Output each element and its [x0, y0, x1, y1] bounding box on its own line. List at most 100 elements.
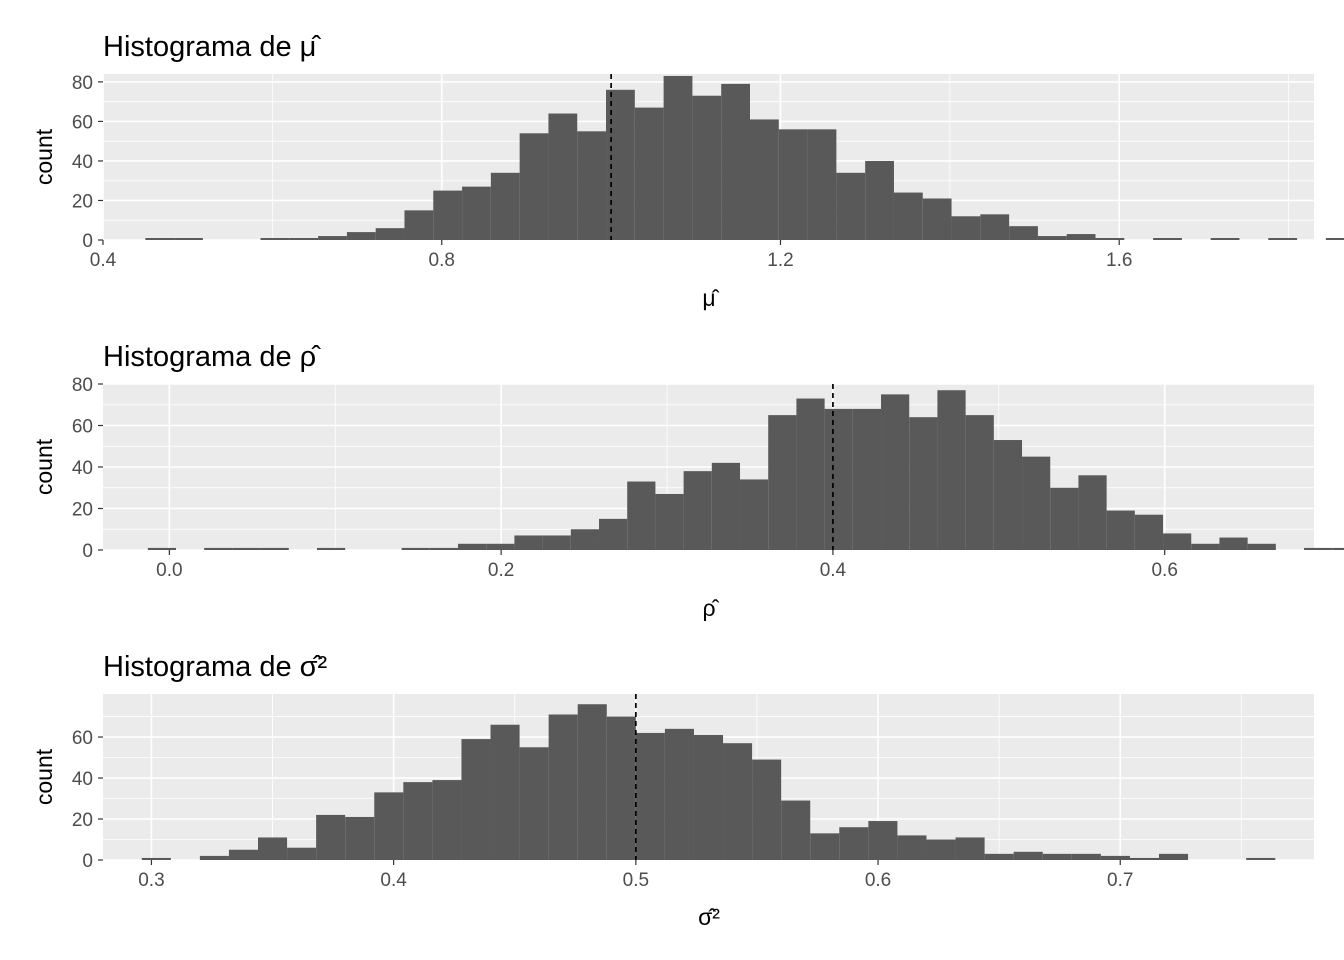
chart-title: Histograma de σ̂²: [103, 651, 328, 683]
histogram-bar: [865, 160, 894, 240]
histogram-bar: [316, 814, 346, 860]
histogram-bar: [260, 238, 290, 240]
histogram-bar: [1050, 487, 1079, 550]
histogram-bar: [1158, 853, 1189, 860]
histogram-bar: [627, 481, 656, 550]
histogram-bar: [1078, 475, 1107, 550]
histogram-bar: [548, 714, 578, 860]
y-tick-label: 0: [82, 851, 93, 872]
histogram-bar: [824, 408, 853, 550]
histogram-bar: [807, 129, 837, 240]
histogram-bar: [993, 440, 1023, 550]
histogram-bar: [1191, 543, 1220, 550]
y-axis-label: count: [31, 748, 57, 805]
y-tick-label: 20: [72, 191, 93, 212]
histogram-bar: [375, 228, 405, 240]
histogram-bar: [1022, 456, 1051, 550]
histogram-bar: [796, 398, 825, 550]
histogram-bar: [316, 547, 346, 550]
histogram-bar: [401, 547, 430, 550]
x-tick-label: 0.4: [820, 560, 847, 581]
x-tick-label: 1.2: [767, 250, 793, 271]
bars-layer: [147, 390, 1344, 550]
y-tick-label: 20: [72, 500, 93, 521]
histogram-bar: [723, 743, 753, 860]
y-tick-label: 60: [72, 112, 93, 133]
y-tick-label: 40: [72, 152, 93, 173]
histogram-bar: [204, 547, 233, 550]
histogram-bar: [345, 816, 375, 860]
histogram-bar: [1268, 238, 1298, 240]
histogram-bar: [432, 780, 462, 860]
histogram-bar: [289, 238, 319, 240]
y-tick-label: 80: [72, 375, 93, 396]
histogram-bar: [881, 394, 910, 550]
y-tick-label: 40: [72, 458, 93, 479]
histogram-bar: [768, 415, 797, 550]
histogram-bar: [1304, 547, 1333, 550]
histogram-bar: [752, 759, 782, 860]
histogram-bar: [922, 198, 952, 240]
histogram-bar: [868, 821, 898, 860]
histogram-bar: [490, 724, 520, 860]
x-tick-label: 0.0: [156, 560, 182, 581]
histogram-bar: [403, 782, 433, 860]
y-axis: 0 20 40 60: [72, 728, 103, 872]
histogram-bar: [951, 216, 981, 240]
histogram-bar: [980, 214, 1010, 240]
x-tick-label: 0.6: [1151, 560, 1177, 581]
histogram-bar: [145, 238, 175, 240]
histogram-bar: [937, 390, 966, 550]
histogram-bar: [141, 857, 171, 860]
histogram-bar: [606, 716, 636, 860]
x-tick-label: 0.2: [488, 560, 514, 581]
y-axis-label: count: [31, 438, 57, 495]
histogram-bar: [318, 236, 347, 240]
histogram-bar: [1071, 853, 1101, 860]
histogram-bar: [458, 543, 487, 550]
histogram-bar: [635, 732, 665, 860]
histogram-bar: [926, 839, 956, 860]
histogram-bar: [749, 119, 779, 240]
histogram-bar: [740, 479, 769, 550]
x-axis: 0.4 0.8 1.2 1.6: [90, 240, 1132, 271]
histogram-bar: [711, 462, 741, 550]
histogram-panel-mu: Histograma de μ̂ 0.4 0.8 1.2 1.6 020406080 …: [31, 31, 1344, 311]
histogram-bar: [839, 827, 869, 860]
histogram-bar: [692, 95, 722, 240]
histogram-bar: [897, 835, 927, 860]
x-tick-label: 0.7: [1107, 870, 1133, 891]
x-tick-label: 0.4: [380, 870, 407, 891]
y-axis: 0 20 40 60 80: [72, 73, 103, 252]
histogram-bar: [260, 547, 289, 550]
x-tick-label: 0.3: [138, 870, 164, 891]
histogram-bar: [1210, 238, 1240, 240]
y-axis: 0 20 40 60 80: [72, 375, 103, 562]
histogram-bar: [810, 833, 840, 860]
histogram-bar: [548, 113, 578, 240]
x-axis-label: σ̂²: [698, 904, 720, 930]
histogram-bar: [570, 529, 600, 550]
histogram-bar: [663, 75, 693, 240]
histogram-bar: [490, 172, 520, 240]
histogram-bar: [634, 107, 664, 240]
histogram-bar: [461, 739, 491, 860]
x-axis: 0.0 0.2 0.4 0.6: [156, 550, 1178, 581]
x-axis-label: ρ̂: [702, 595, 719, 621]
histogram-bar: [836, 172, 866, 240]
y-tick-label: 40: [72, 769, 93, 790]
histogram-bar: [462, 186, 491, 240]
y-tick-label: 0: [82, 231, 93, 252]
histogram-bar: [1134, 514, 1164, 550]
histogram-bar: [519, 133, 549, 240]
histogram-bar: [374, 792, 404, 860]
histogram-bar: [683, 471, 712, 550]
histogram-bar: [909, 417, 938, 550]
y-tick-label: 60: [72, 417, 93, 438]
histogram-bar: [1066, 234, 1096, 240]
histogram-bar: [232, 547, 261, 550]
histogram-bar: [599, 518, 628, 550]
histogram-bar: [486, 543, 515, 550]
histogram-bar: [1153, 238, 1182, 240]
